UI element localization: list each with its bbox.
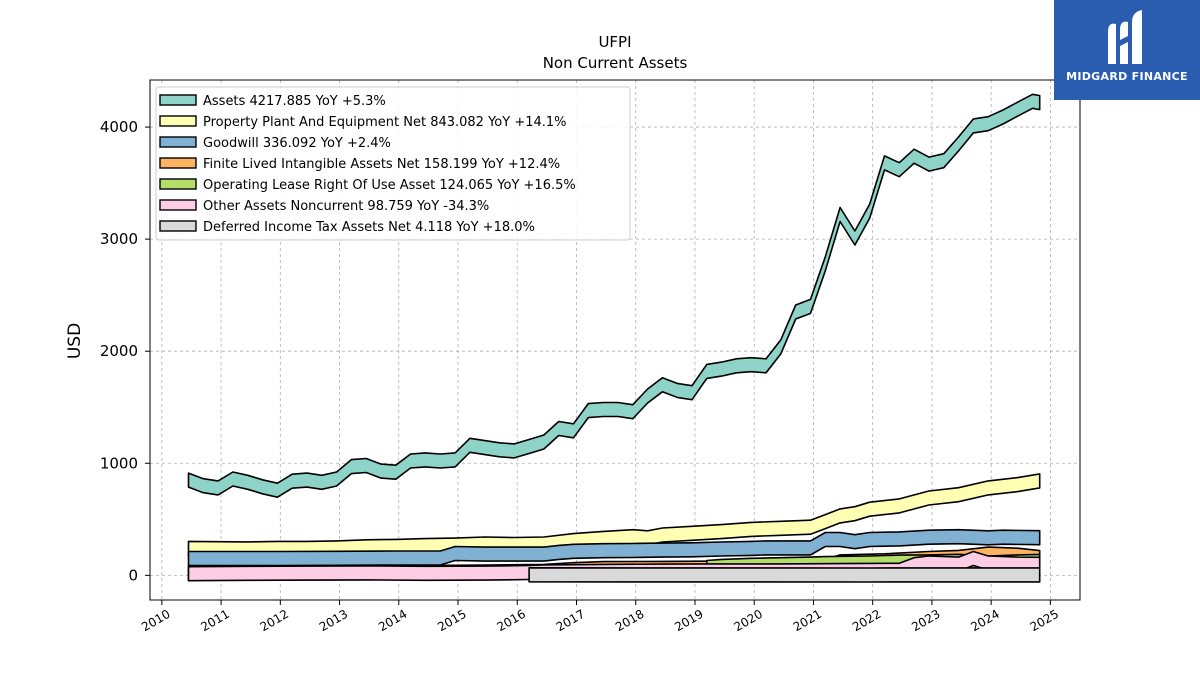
y-tick-label: 3000 xyxy=(100,230,138,248)
x-tick-label: 2011 xyxy=(198,607,231,634)
x-tick-label: 2012 xyxy=(258,607,291,634)
chart-subtitle: Non Current Assets xyxy=(543,54,688,72)
y-axis: 0 1000 2000 3000 4000 xyxy=(100,118,150,584)
series-layer xyxy=(187,93,1041,583)
x-tick-label: 2014 xyxy=(376,607,409,634)
x-tick-label: 2023 xyxy=(909,607,942,634)
x-tick-label: 2016 xyxy=(495,607,528,634)
legend-swatch-finite-lived-intangible-assets-net xyxy=(159,157,197,169)
y-tick-label: 1000 xyxy=(100,454,138,472)
x-tick-label: 2019 xyxy=(672,607,705,634)
y-axis-label: USD xyxy=(65,323,85,359)
legend-swatch-goodwill xyxy=(159,136,197,148)
logo-text: MIDGARD FINANCE xyxy=(1066,70,1188,83)
series-band-deferred-income-tax-assets-net xyxy=(528,567,1041,583)
legend-swatch-other-assets-noncurrent xyxy=(159,199,197,211)
y-tick-label: 2000 xyxy=(100,342,138,360)
legend-label-deferred-income-tax-assets-net: Deferred Income Tax Assets Net 4.118 YoY… xyxy=(203,220,535,235)
x-tick-label: 2015 xyxy=(435,607,468,634)
legend-box xyxy=(155,86,631,241)
legend: Assets 4217.885 YoY +5.3% Property Plant … xyxy=(155,86,631,241)
x-tick-label: 2017 xyxy=(554,607,587,634)
legend-label-operating-lease-right-of-use-asset: Operating Lease Right Of Use Asset 124.0… xyxy=(203,178,576,193)
x-tick-label: 2021 xyxy=(791,607,824,634)
y-tick-label: 0 xyxy=(128,566,138,584)
legend-swatch-property-plant-and-equipment-net xyxy=(159,115,197,127)
series-band-assets xyxy=(187,93,1041,498)
x-tick-label: 2018 xyxy=(613,607,646,634)
x-tick-label: 2020 xyxy=(731,607,764,634)
legend-label-assets: Assets 4217.885 YoY +5.3% xyxy=(203,94,386,109)
legend-swatch-deferred-income-tax-assets-net xyxy=(159,220,197,232)
legend-label-other-assets-noncurrent: Other Assets Noncurrent 98.759 YoY -34.3… xyxy=(203,199,489,214)
x-axis: 2010 2011 2012 2013 2014 2015 2016 2017 2018 2019… xyxy=(139,600,1061,634)
legend-swatch-operating-lease-right-of-use-asset xyxy=(159,178,197,190)
plot-frame xyxy=(149,79,1081,601)
x-tick-label: 2010 xyxy=(139,607,172,634)
series-band-goodwill xyxy=(187,528,1041,567)
legend-label-goodwill: Goodwill 336.092 YoY +2.4% xyxy=(203,136,391,151)
midgard-logo-icon xyxy=(1108,10,1142,64)
legend-label-finite-lived-intangible-assets-net: Finite Lived Intangible Assets Net 158.1… xyxy=(203,157,560,172)
chart-title: UFPI xyxy=(598,33,631,51)
x-tick-label: 2022 xyxy=(850,607,883,634)
x-tick-label: 2013 xyxy=(317,607,350,634)
x-tick-label: 2024 xyxy=(968,607,1001,634)
legend-label-property-plant-and-equipment-net: Property Plant And Equipment Net 843.082… xyxy=(203,115,567,130)
legend-swatch-assets xyxy=(159,94,197,106)
midgard-finance-logo: MIDGARD FINANCE xyxy=(1054,0,1200,100)
y-tick-label: 4000 xyxy=(100,118,138,136)
x-tick-label: 2025 xyxy=(1028,607,1061,634)
